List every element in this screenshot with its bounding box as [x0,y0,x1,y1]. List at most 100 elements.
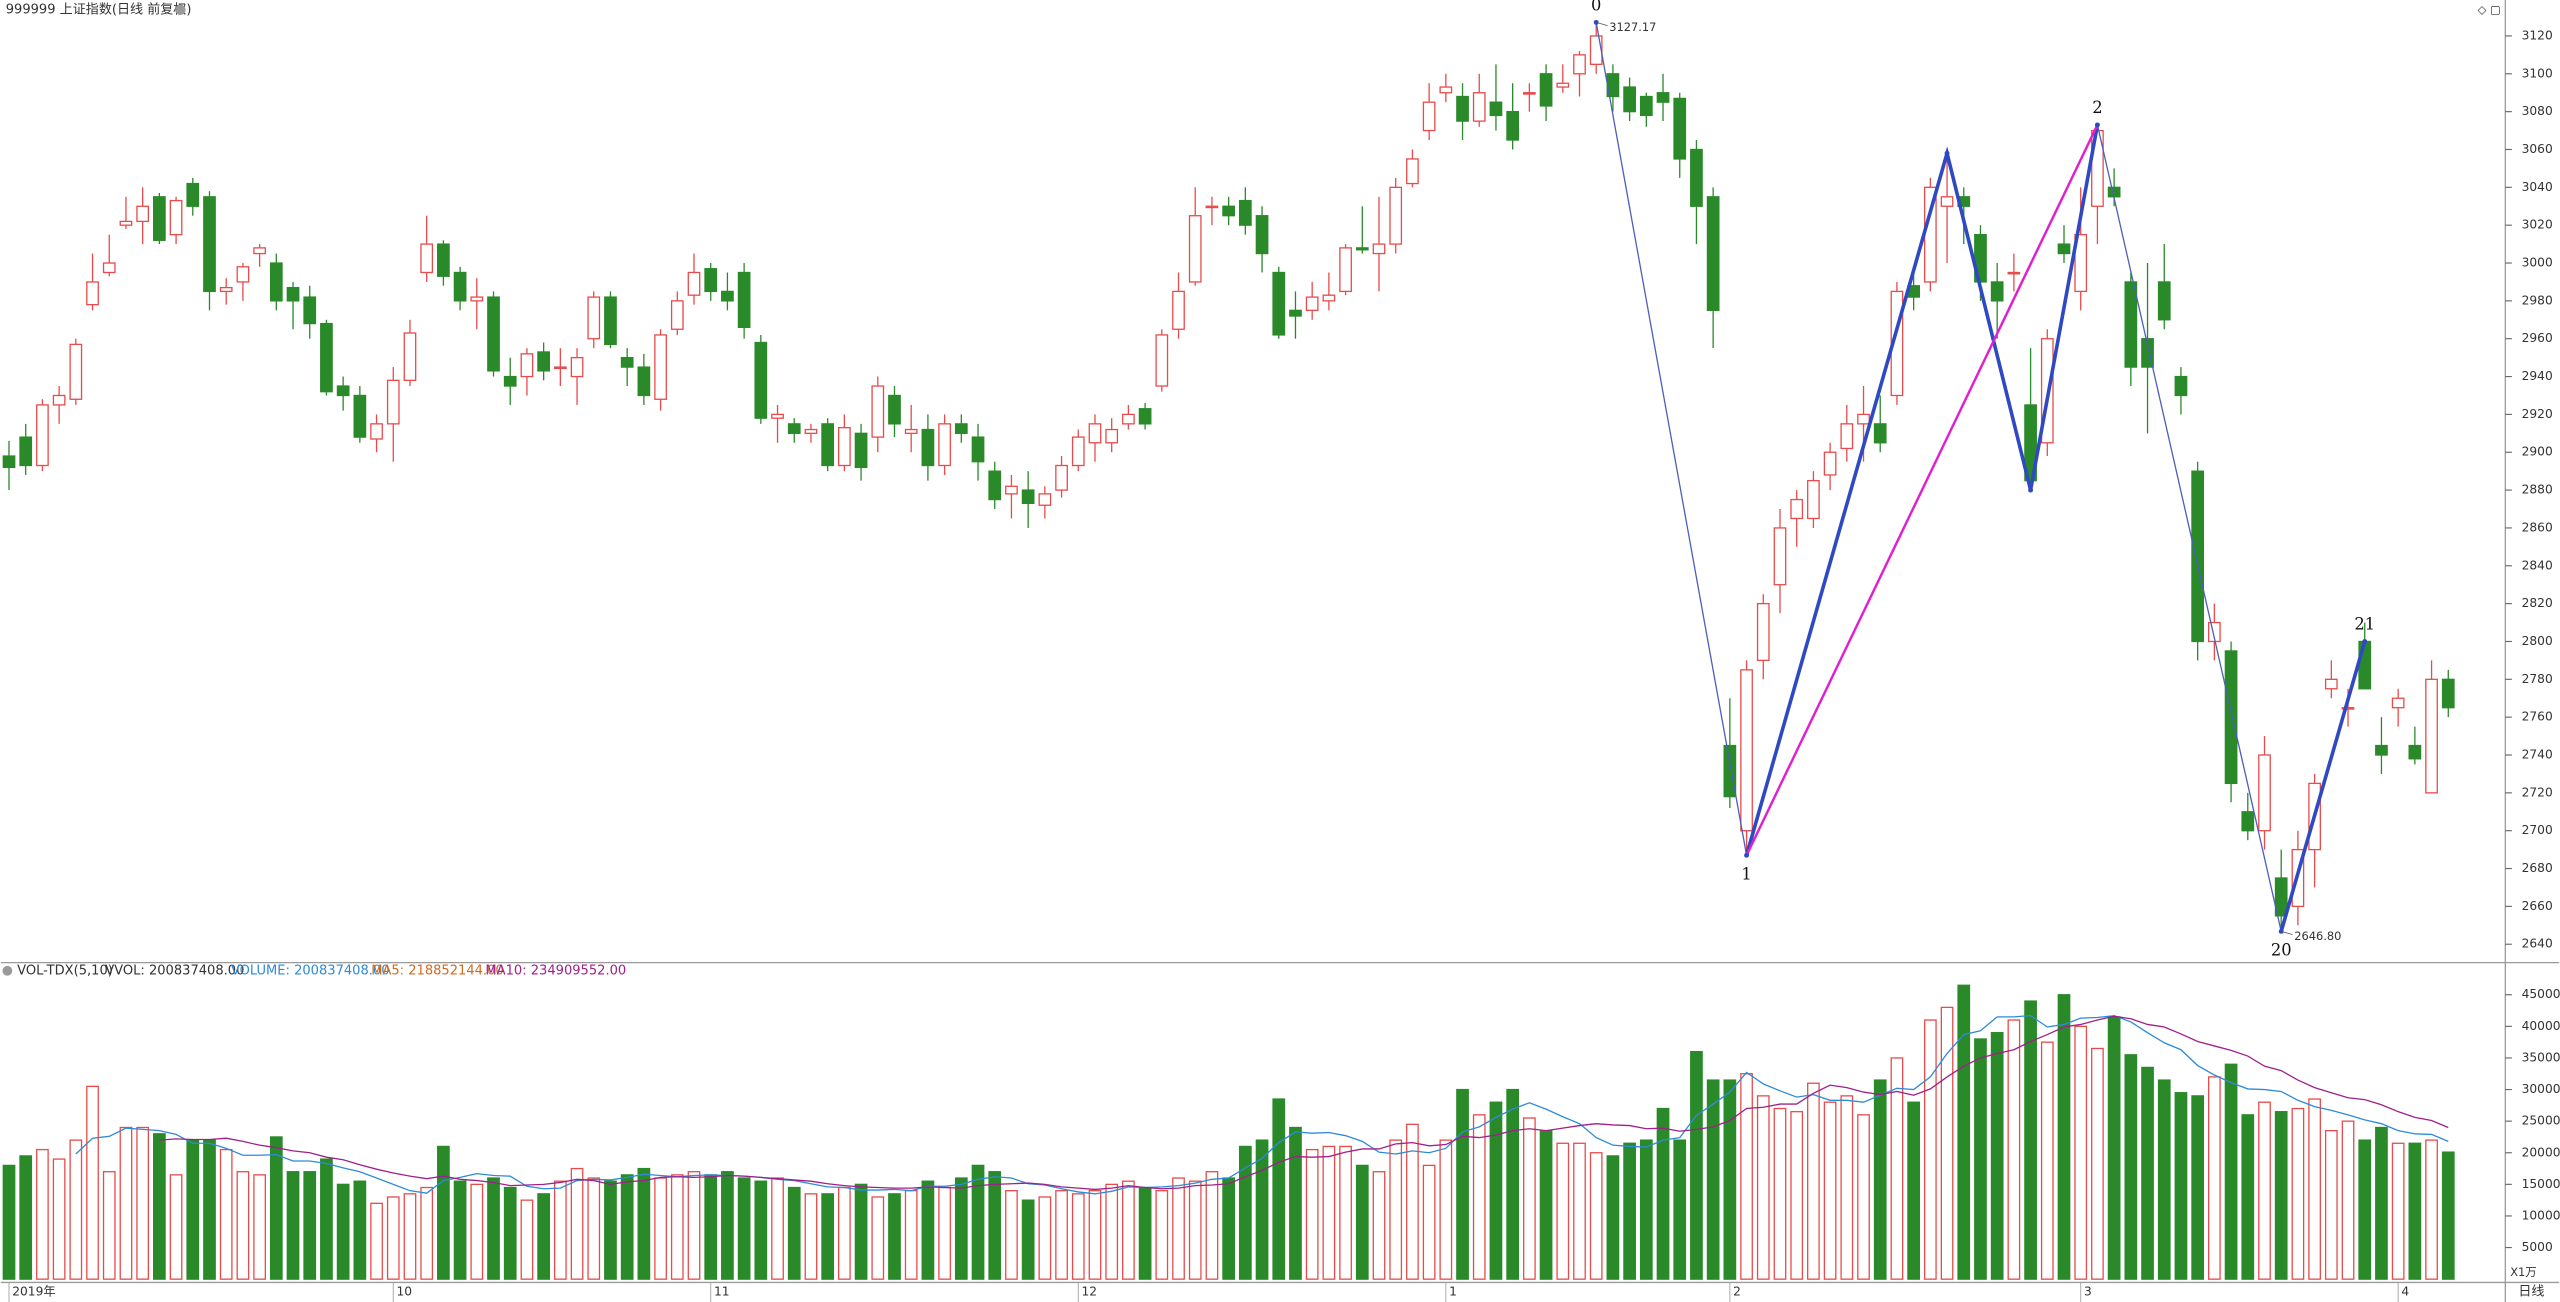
volume-bar [2024,1000,2037,1280]
candle-body [1188,215,1202,283]
candle-body [1222,205,1236,217]
chart-title: 999999 上证指数(日线 前复权) [6,1,192,17]
candle-body [52,394,66,406]
volume-bar [370,1202,383,1280]
candle-body [1523,92,1536,95]
volume-bar [2107,1016,2121,1280]
volume-bar [1673,1139,1687,1280]
period-label: 日线 [2518,1285,2544,1300]
volume-bar [938,1186,951,1280]
candle-body [520,353,534,378]
volume-bar [420,1186,434,1280]
price-leader [1596,21,1608,27]
y-tick-label: 2760 [2522,710,2553,724]
price-label: 3127.17 [1609,20,1656,34]
volume-bar [1071,1193,1085,1280]
y-tick-label: 3020 [2522,218,2553,232]
price-leader [2281,930,2293,936]
candle-body [2425,678,2438,794]
x-tick-label: 2019年 [12,1285,55,1299]
candle-body [721,290,734,302]
volume-bar [1472,1114,1486,1280]
candle-body [119,220,133,226]
candle-body [888,394,901,425]
volume-bar [687,1171,701,1280]
wave-label: 21 [2354,615,2375,634]
volume-bar [253,1174,266,1280]
candle-body [637,366,651,397]
candle-body [403,332,417,381]
wave-label: 20 [2271,940,2292,959]
volume-bar [2258,1101,2271,1280]
volume-bar [1940,1006,1954,1280]
volume-bar [1506,1088,1520,1280]
candle-body [386,379,400,425]
volume-bar [320,1158,333,1280]
candle-body [2274,877,2288,917]
volume-bar [2291,1107,2305,1280]
candle-body [1255,215,1269,255]
candle-body [1005,485,1018,495]
candle-body [687,271,701,296]
x-tick-label: 1 [1449,1285,1457,1299]
wave-label: 1 [1741,864,1751,883]
candle-body [1205,205,1219,209]
y-tick-label: 2820 [2522,596,2553,610]
candle-body [570,356,584,378]
volume-bar [1422,1164,1436,1280]
volume-bar [336,1183,350,1280]
candle-body [1289,309,1302,317]
y-tick-label: 10000 [2522,1208,2560,1222]
volume-bar [303,1171,317,1280]
y-tick-label: 2740 [2522,748,2553,762]
volume-bar [2425,1139,2438,1280]
volume-bar [787,1186,801,1280]
volume-bar [2091,1047,2104,1280]
volume-bar [1740,1073,1753,1280]
candle-body [2057,243,2071,255]
candle-body [1305,296,1319,311]
candle-body [854,432,868,469]
y-tick-label: 2720 [2522,785,2553,799]
candle-body [1807,479,1820,520]
volume-bar [921,1180,935,1280]
window-icons[interactable]: ◇ ▢ [2478,2,2501,16]
settings-icon[interactable] [175,4,186,16]
indicator-icon[interactable] [2,965,13,976]
volume-legend: VOLUME: 200837408.00 [231,963,390,978]
candle-body [353,394,367,438]
y-tick-label: 2700 [2522,823,2553,837]
volume-bar [1222,1177,1236,1280]
wave-label: 2 [2092,98,2102,117]
volume-bar [871,1196,885,1280]
candle-body [2241,811,2255,832]
volume-bar [804,1193,818,1280]
unit-label: X1万 [2510,1265,2536,1279]
candle-body [654,334,667,400]
volume-bar [604,1180,617,1280]
volume-bar [1305,1148,1319,1280]
x-tick-label: 12 [1082,1285,1098,1299]
candle-body [1940,196,1954,207]
volume-bar [2341,1120,2355,1280]
candle-body [1539,73,1553,107]
volume-bar [1573,1142,1586,1280]
wave-line [1595,22,1748,856]
volume-bar [1606,1155,1620,1280]
volume-bar [503,1186,517,1280]
candle-body [136,205,150,223]
candle-body [2408,744,2422,760]
candle-body [437,243,450,277]
candle-body [1021,489,1035,504]
volume-bar [470,1183,484,1280]
candle-body [303,296,317,325]
candle-body [1873,423,1887,444]
volume-bar [86,1085,99,1280]
volume-bar [2124,1054,2138,1280]
y-tick-label: 30000 [2522,1082,2560,1096]
y-tick-label: 15000 [2522,1177,2560,1191]
volume-bar [2,1164,16,1280]
volume-bar [1456,1088,1469,1280]
